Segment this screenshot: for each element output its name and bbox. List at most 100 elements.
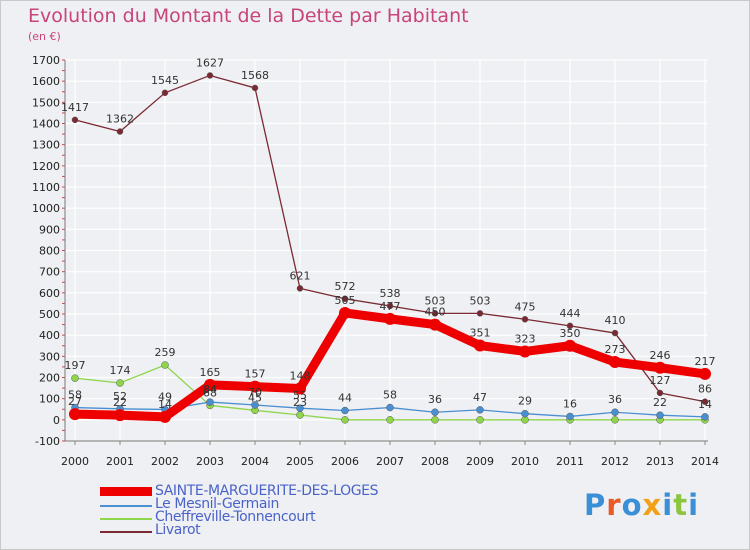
x-tick-label: 2014 [691,455,719,468]
x-tick-label: 2005 [286,455,314,468]
data-label: 1545 [151,74,179,87]
y-tick-label: -100 [35,435,60,448]
data-point [249,380,261,393]
data-point [476,310,484,317]
data-label: 503 [425,294,446,307]
data-label: 475 [515,300,536,313]
data-label: 127 [650,374,671,387]
data-label: 36 [608,393,622,406]
data-point [386,302,394,310]
data-point [296,411,304,419]
data-label: 1417 [61,101,89,114]
y-tick-label: 900 [39,223,60,236]
chart-title: Evolution du Montant de la Dette par Hab… [28,5,469,27]
series-lines [69,72,711,424]
data-label: 68 [203,386,217,399]
data-point [204,378,216,391]
data-point [701,398,709,405]
data-label: 14 [158,398,172,411]
x-tick-label: 2013 [646,455,674,468]
data-label: 621 [290,269,311,282]
data-point [251,84,259,92]
data-label: 444 [560,307,581,320]
data-point [609,356,621,369]
data-label: 351 [470,327,491,340]
data-label: 503 [470,294,491,307]
legend-label: Cheffreville-Tonnencourt [155,509,316,525]
x-tick-label: 2002 [151,455,179,468]
unit-label: (en €) [28,30,61,43]
data-point [386,416,394,424]
data-point [474,339,486,352]
data-point [566,322,574,330]
data-label: 174 [110,364,131,377]
data-point [296,285,304,292]
data-label: 246 [650,349,671,362]
data-point [656,389,664,397]
data-point [116,379,124,387]
data-point [611,408,619,416]
data-point [114,409,126,422]
data-point [564,339,576,352]
data-label: 45 [248,391,262,404]
data-label: 52 [113,390,127,403]
y-tick-label: 300 [39,350,60,363]
data-point [566,412,574,421]
x-tick-label: 2003 [196,455,224,468]
grid [65,59,708,442]
y-tick-label: 1400 [32,118,60,131]
data-label: 157 [245,368,266,381]
x-tick-label: 2006 [331,455,359,468]
legend-swatch [100,531,152,533]
y-tick-label: 1600 [32,75,60,88]
data-label: 350 [560,327,581,340]
data-label: 410 [605,314,626,327]
data-point [71,374,79,382]
data-point [71,116,79,124]
data-point [701,413,709,421]
data-point [159,410,171,423]
legend-label: Le Mesnil-Germain [155,496,279,512]
data-label: 572 [335,280,356,293]
data-point [251,401,259,409]
data-label: 58 [68,389,82,402]
y-tick-label: 1000 [32,202,60,215]
data-label: 217 [695,355,716,368]
data-label: 165 [200,366,221,379]
data-label: 16 [563,397,577,410]
axes: -100 0 100 200 300 400 500 600 700 800 900 1000 1100… [32,54,719,468]
data-label: 47 [473,391,487,404]
data-label: 22 [113,396,127,409]
data-point [519,345,531,358]
y-tick-label: 500 [39,308,60,321]
data-label: 49 [158,390,172,403]
data-point [429,318,441,331]
data-point [521,316,529,323]
data-point [521,409,529,418]
data-point [341,406,349,415]
data-label: 1362 [106,113,134,126]
y-tick-label: 1200 [32,160,60,173]
data-label: 27 [68,395,82,408]
data-point [341,295,349,303]
data-point [384,312,396,325]
data-label: 70 [248,386,262,399]
y-tick-label: 100 [39,393,60,406]
x-tick-label: 2007 [376,455,404,468]
data-label: 84 [203,383,217,396]
data-point [294,382,306,395]
x-tick-label: 2012 [601,455,629,468]
legend-label: Livarot [155,522,201,538]
data-label: 58 [383,389,397,402]
data-label: 86 [698,383,712,396]
data-point [656,411,664,419]
data-point [611,329,619,337]
x-tick-label: 2010 [511,455,539,468]
y-tick-label: 1100 [32,181,60,194]
y-tick-label: 800 [39,245,60,258]
data-point [431,408,439,416]
data-label: 323 [515,332,536,345]
data-point [699,367,711,380]
data-label: 22 [653,396,667,409]
